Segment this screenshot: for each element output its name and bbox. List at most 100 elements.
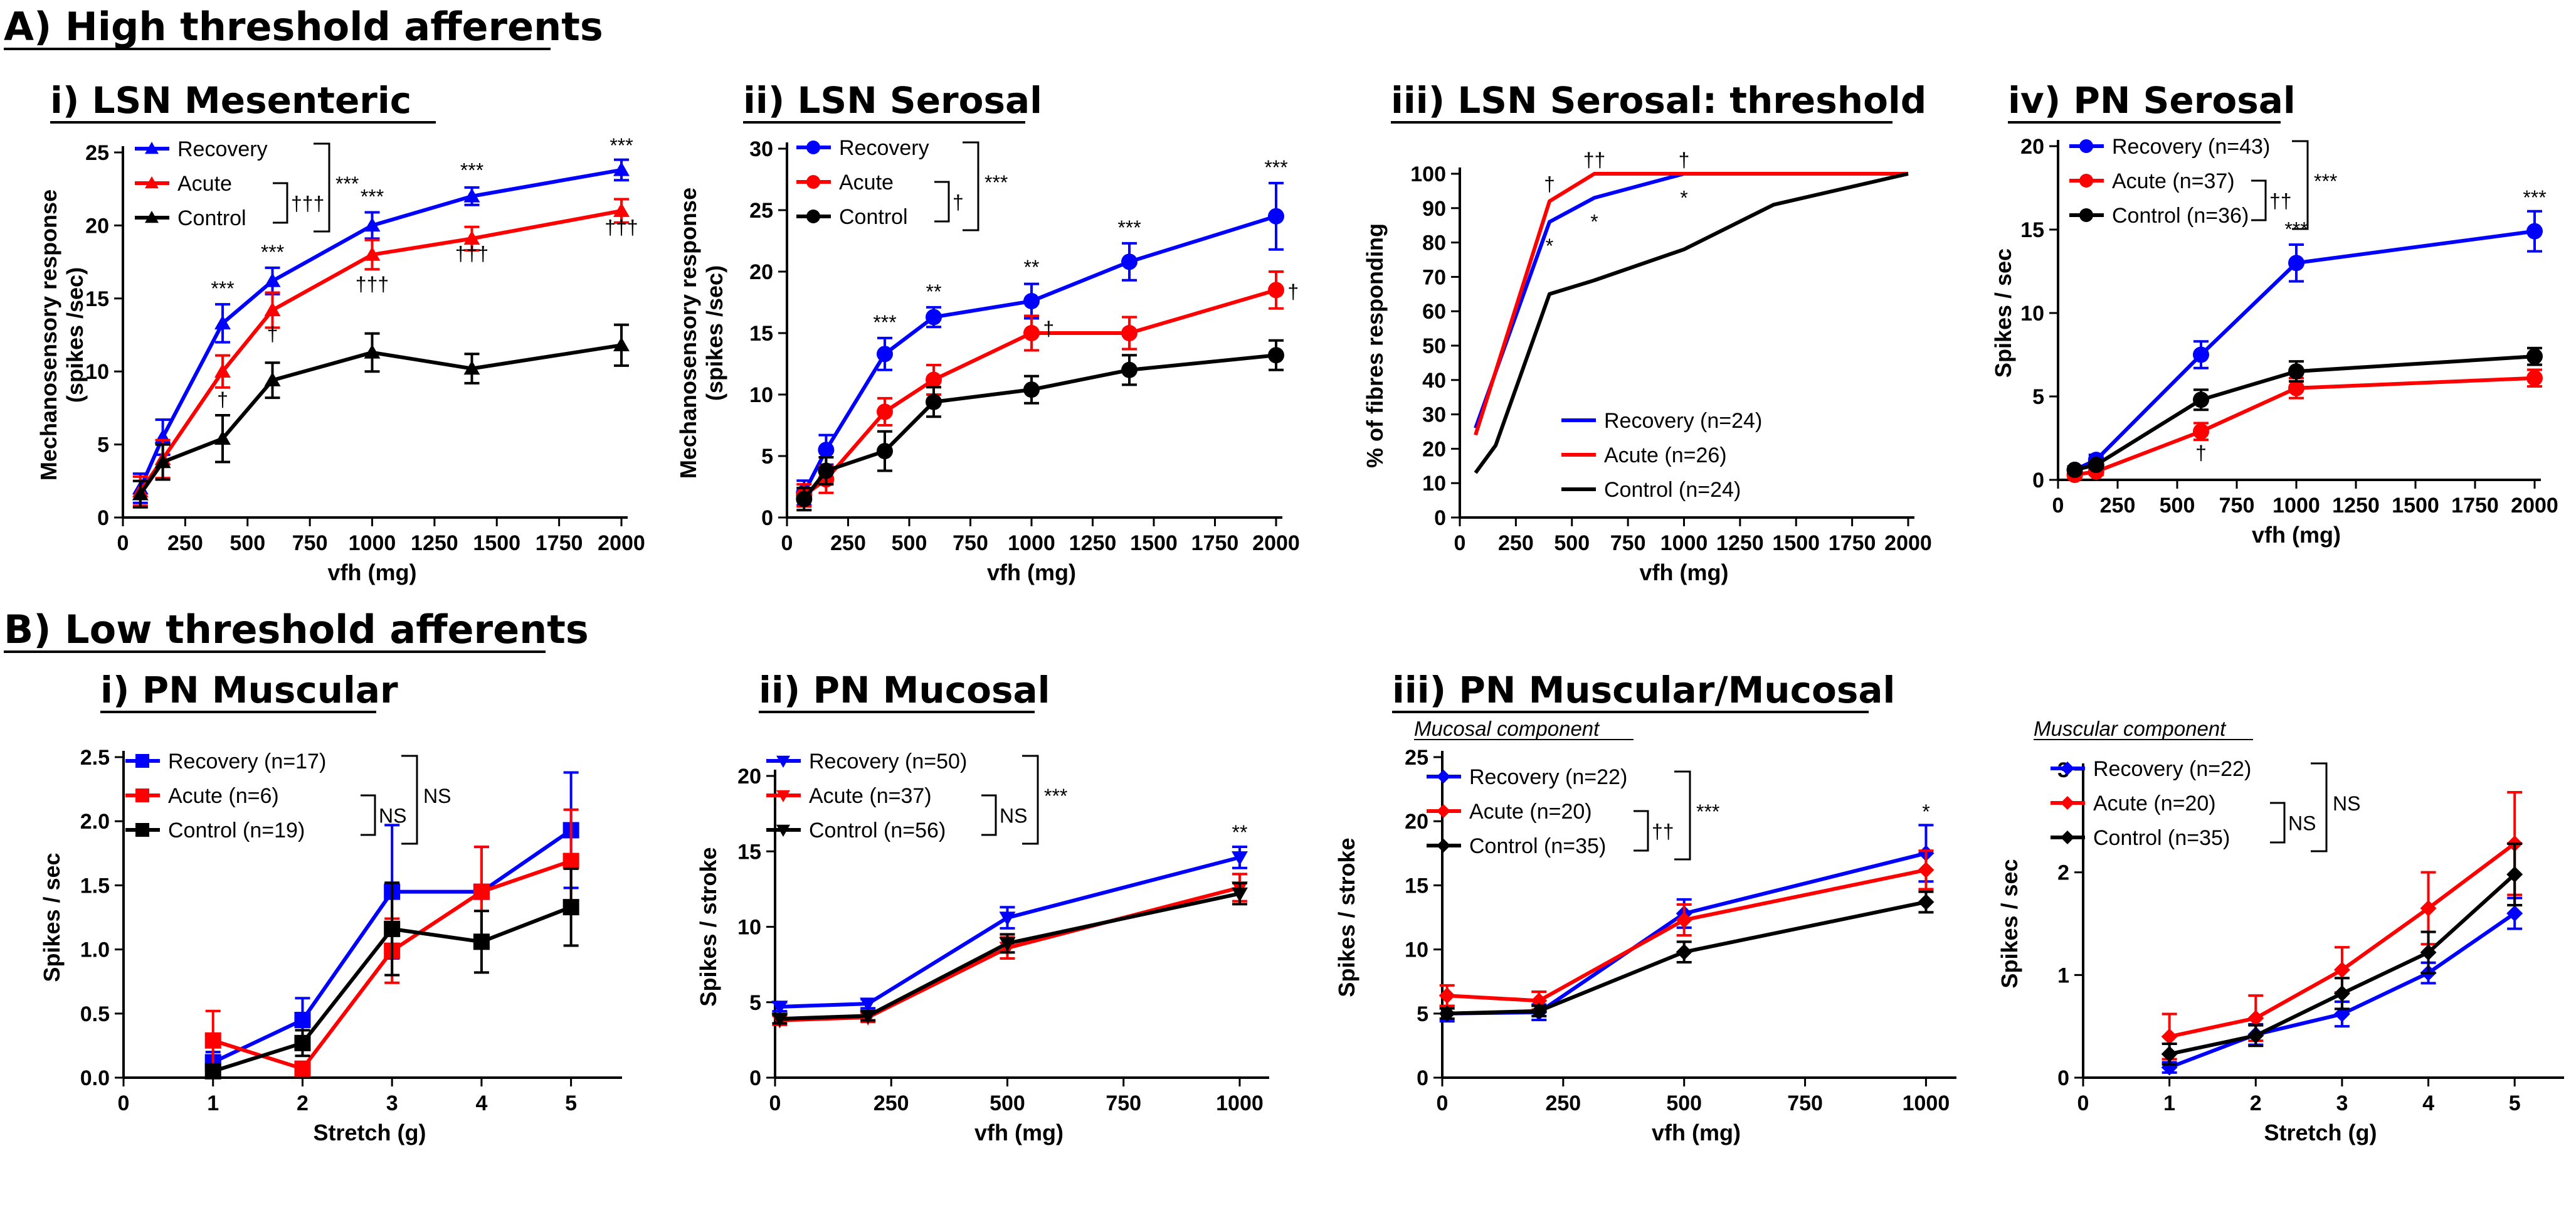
x-tick-label: 750 bbox=[953, 531, 988, 555]
y-axis-label: Mechanosensory response(spikes /sec) bbox=[36, 189, 88, 480]
data-point bbox=[1918, 893, 1935, 910]
series-control bbox=[204, 867, 579, 1080]
significance-label: † bbox=[217, 388, 228, 411]
legend-bracket-inner bbox=[361, 794, 376, 836]
chart-subtitle: Muscular component bbox=[2034, 717, 2227, 740]
legend-bracket-outer-label: *** bbox=[1696, 800, 1719, 823]
significance-label: * bbox=[1590, 211, 1598, 233]
legend-marker bbox=[806, 141, 820, 154]
y-tick-label: 0 bbox=[2057, 1066, 2069, 1090]
legend-label: Control (n=24) bbox=[1604, 478, 1741, 502]
x-tick-label: 500 bbox=[230, 531, 265, 555]
x-tick-label: 250 bbox=[2100, 494, 2136, 518]
y-tick-label: 15 bbox=[85, 287, 109, 311]
y-tick-label: 25 bbox=[1405, 746, 1428, 770]
data-point bbox=[214, 430, 231, 445]
legend: Recovery (n=50) Acute (n=37) Control (n=56… bbox=[766, 750, 1067, 845]
data-point bbox=[877, 443, 893, 460]
data-point bbox=[1231, 887, 1248, 902]
y-tick-label: 0 bbox=[2032, 469, 2044, 492]
y-tick-label: 30 bbox=[749, 137, 773, 161]
y-tick-label: 15 bbox=[749, 322, 773, 346]
data-point bbox=[999, 911, 1016, 926]
legend-marker bbox=[2061, 796, 2074, 810]
data-point bbox=[1023, 325, 1040, 341]
legend-marker bbox=[1437, 770, 1450, 783]
legend-label: Recovery (n=43) bbox=[2112, 135, 2270, 159]
x-tick-label: 1500 bbox=[2392, 494, 2439, 518]
significance-label: *** bbox=[460, 159, 483, 182]
y-tick-label: 10 bbox=[1422, 472, 1446, 496]
x-tick-label: 750 bbox=[1610, 531, 1646, 555]
y-tick-label: 2.5 bbox=[80, 746, 110, 770]
series-recovery bbox=[1474, 172, 1908, 429]
series-control bbox=[2161, 842, 2523, 1066]
y-tick-label: 0.0 bbox=[80, 1066, 110, 1090]
legend-marker bbox=[135, 788, 149, 802]
data-point bbox=[562, 852, 579, 869]
x-tick-label: 500 bbox=[892, 531, 927, 555]
x-tick-label: 1000 bbox=[1903, 1091, 1950, 1115]
data-point bbox=[2193, 391, 2209, 408]
legend-bracket-outer bbox=[1022, 755, 1039, 845]
x-tick-label: 1000 bbox=[349, 531, 396, 555]
chart-title: i) LSN Mesenteric bbox=[50, 79, 411, 122]
x-tick-label: 0 bbox=[118, 1091, 130, 1115]
legend-label: Acute (n=20) bbox=[1469, 800, 1592, 824]
x-tick-label: 0 bbox=[117, 531, 129, 555]
x-axis-label: vfh (mg) bbox=[1640, 560, 1729, 585]
x-tick-label: 0 bbox=[1454, 531, 1466, 555]
significance-label: ††† bbox=[356, 273, 389, 295]
legend-label: Control (n=35) bbox=[2093, 826, 2230, 850]
legend: Recovery Acute Control † *** bbox=[796, 136, 1008, 231]
data-point bbox=[1121, 253, 1138, 270]
x-tick-label: 0 bbox=[1437, 1091, 1449, 1115]
x-axis-label: vfh (mg) bbox=[1652, 1120, 1741, 1145]
x-tick-label: 250 bbox=[874, 1091, 909, 1115]
x-axis-label: vfh (mg) bbox=[974, 1120, 1064, 1145]
legend-marker bbox=[145, 176, 159, 189]
data-point bbox=[294, 1012, 311, 1029]
significance-label: *** bbox=[1117, 216, 1141, 239]
data-point bbox=[473, 883, 490, 900]
data-point bbox=[463, 230, 480, 245]
y-axis-label: % of fibres responding bbox=[1362, 223, 1388, 468]
x-tick-label: 2000 bbox=[1884, 531, 1932, 555]
chart-b4: Muscular component0123012345Stretch (g)S… bbox=[1997, 717, 2564, 1145]
data-point bbox=[2288, 380, 2304, 396]
y-tick-label: 20 bbox=[749, 260, 773, 284]
y-tick-label: 70 bbox=[1422, 265, 1446, 289]
y-tick-label: 50 bbox=[1422, 334, 1446, 358]
x-tick-label: 0 bbox=[2077, 1091, 2089, 1115]
x-tick-label: 1250 bbox=[1716, 531, 1764, 555]
legend-label: Recovery (n=17) bbox=[168, 750, 326, 773]
x-tick-label: 1000 bbox=[1660, 531, 1708, 555]
data-point bbox=[999, 937, 1016, 952]
data-point bbox=[562, 899, 579, 916]
significance-label: *** bbox=[261, 241, 284, 263]
significance-label: * bbox=[1680, 186, 1687, 209]
legend-bracket-outer bbox=[1674, 770, 1691, 861]
chart-title: iii) PN Muscular/Mucosal bbox=[1392, 669, 1895, 711]
data-point bbox=[1231, 851, 1248, 866]
y-tick-label: 20 bbox=[737, 765, 761, 788]
legend-bracket-outer bbox=[2311, 762, 2328, 852]
y-tick-label: 20 bbox=[85, 214, 109, 238]
significance-label: ** bbox=[1232, 821, 1247, 844]
x-tick-label: 4 bbox=[2422, 1091, 2434, 1115]
legend-label: Recovery bbox=[177, 137, 268, 161]
y-axis-label: Mechanosensory response(spikes /sec) bbox=[675, 188, 727, 479]
data-point bbox=[204, 1032, 221, 1049]
chart-title: ii) PN Mucosal bbox=[759, 669, 1050, 711]
legend-bracket-inner-label: NS bbox=[379, 805, 406, 827]
data-point bbox=[294, 1034, 311, 1051]
data-point bbox=[771, 1001, 788, 1015]
x-tick-label: 250 bbox=[167, 531, 203, 555]
y-axis-label: Spikes / sec bbox=[1990, 248, 2016, 378]
data-point bbox=[264, 372, 281, 386]
significance-label: *** bbox=[2523, 186, 2546, 209]
legend-marker bbox=[776, 790, 790, 802]
legend-marker bbox=[1437, 839, 1450, 852]
significance-label: *** bbox=[361, 185, 384, 208]
legend-label: Recovery (n=22) bbox=[1469, 765, 1627, 789]
